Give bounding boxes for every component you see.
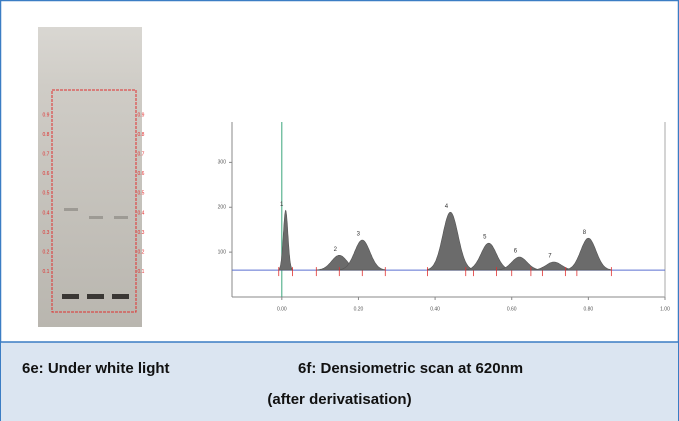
caption-line2: (after derivatisation) bbox=[267, 391, 412, 408]
y-tick-label: 200 bbox=[218, 205, 227, 211]
peak bbox=[427, 211, 474, 271]
rf-label: 0.1 bbox=[43, 269, 50, 275]
y-tick-label: 100 bbox=[218, 249, 227, 255]
caption-left: 6e: Under white light bbox=[22, 360, 170, 377]
peak bbox=[565, 237, 612, 271]
plate-frame bbox=[51, 89, 137, 313]
band bbox=[114, 216, 128, 219]
band bbox=[87, 294, 104, 299]
x-tick-label: 0.60 bbox=[507, 306, 517, 312]
band bbox=[89, 216, 103, 219]
tlc-plate bbox=[38, 27, 142, 327]
rf-label: 0.4 bbox=[138, 210, 145, 216]
x-tick-label: 1.00 bbox=[660, 306, 670, 312]
band bbox=[112, 294, 129, 299]
peak bbox=[338, 239, 386, 271]
x-tick-label: 0.40 bbox=[430, 306, 440, 312]
rf-label: 0.3 bbox=[138, 230, 145, 236]
peak-label: 8 bbox=[583, 230, 587, 236]
peak bbox=[496, 256, 543, 271]
rf-label: 0.5 bbox=[138, 191, 145, 197]
rf-label: 0.3 bbox=[43, 230, 50, 236]
x-tick-label: 0.20 bbox=[354, 306, 364, 312]
caption-right: 6f: Densiometric scan at 620nm bbox=[298, 360, 524, 377]
band bbox=[62, 294, 79, 299]
peak-label: 1 bbox=[280, 202, 284, 208]
rf-label: 0.7 bbox=[43, 152, 50, 158]
peak-label: 6 bbox=[514, 249, 518, 255]
peak bbox=[465, 242, 513, 271]
peak bbox=[278, 209, 293, 271]
rf-label: 0.7 bbox=[138, 152, 145, 158]
rf-label: 0.8 bbox=[43, 132, 50, 138]
x-tick-label: 0.00 bbox=[277, 306, 287, 312]
rf-label: 0.8 bbox=[138, 132, 145, 138]
band bbox=[64, 208, 78, 211]
peak-label: 5 bbox=[483, 235, 487, 241]
rf-label: 0.9 bbox=[43, 112, 50, 118]
peak-label: 2 bbox=[334, 247, 338, 253]
x-tick-label: 0.80 bbox=[583, 306, 593, 312]
rf-label: 0.2 bbox=[43, 250, 50, 256]
y-tick-label: 300 bbox=[218, 160, 227, 166]
peak-label: 7 bbox=[548, 254, 552, 260]
rf-label: 0.6 bbox=[138, 171, 145, 177]
rf-label: 0.9 bbox=[138, 112, 145, 118]
rf-label: 0.2 bbox=[138, 250, 145, 256]
rf-label: 0.5 bbox=[43, 191, 50, 197]
caption-band bbox=[1, 342, 678, 421]
rf-label: 0.4 bbox=[43, 210, 50, 216]
rf-label: 0.6 bbox=[43, 171, 50, 177]
peak-label: 4 bbox=[445, 204, 449, 210]
peak-label: 3 bbox=[357, 232, 361, 238]
rf-label: 0.1 bbox=[138, 269, 145, 275]
